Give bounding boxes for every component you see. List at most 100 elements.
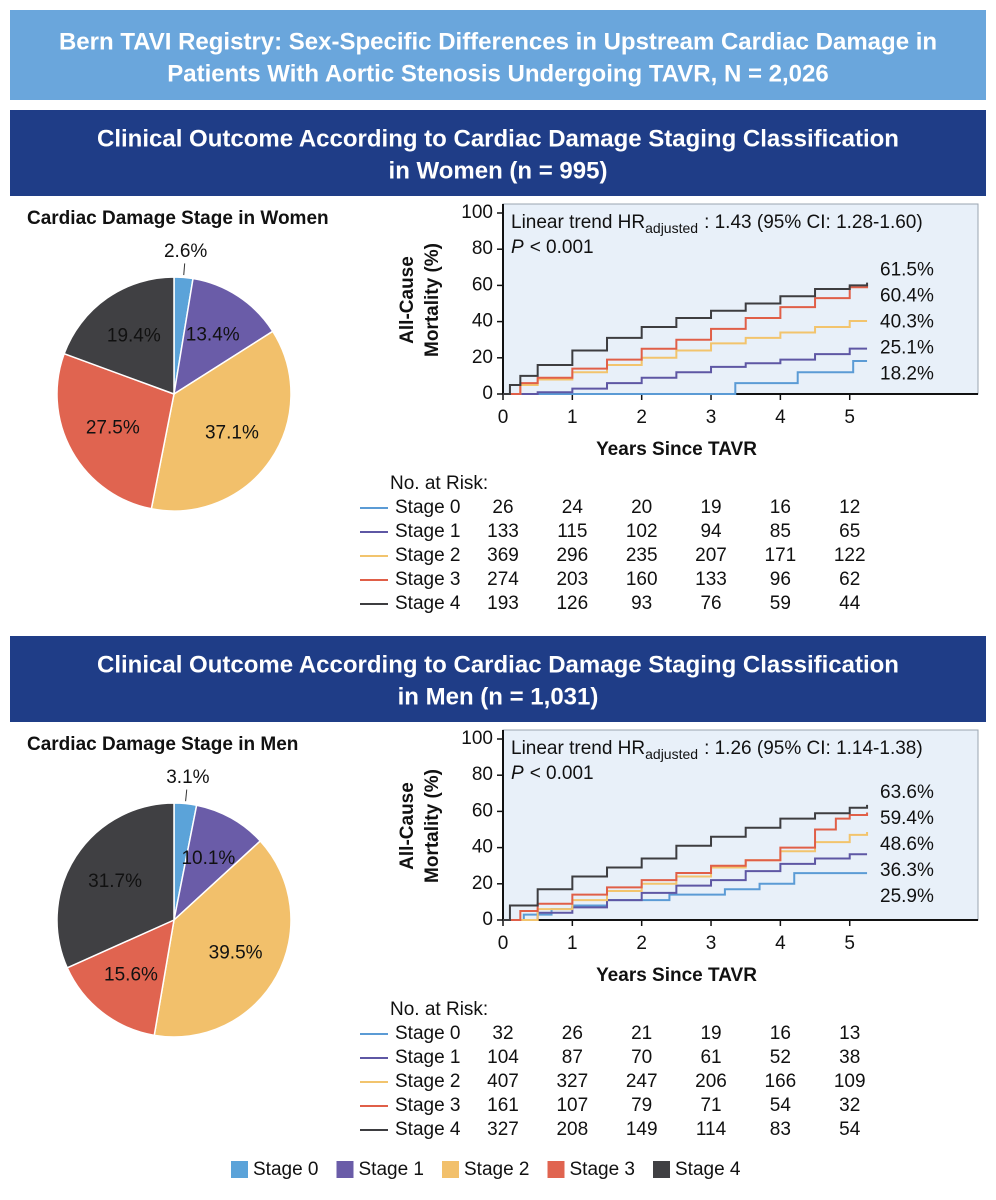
x-tick-label: 0 — [498, 933, 509, 954]
title-line: Bern TAVI Registry: Sex-Specific Differe… — [59, 28, 937, 55]
x-tick-label: 4 — [775, 933, 786, 954]
pie-title: Cardiac Damage Stage in Women — [27, 208, 329, 229]
risk-value: 71 — [700, 1095, 721, 1116]
slice-label: 31.7% — [88, 871, 142, 892]
risk-value: 70 — [631, 1047, 652, 1068]
y-axis-label: All-Cause — [397, 256, 418, 344]
risk-value: 87 — [562, 1047, 583, 1068]
x-axis-label: Years Since TAVR — [596, 439, 757, 460]
risk-value: 206 — [695, 1071, 727, 1092]
risk-value: 13 — [839, 1023, 860, 1044]
risk-value: 52 — [770, 1047, 791, 1068]
annotation-text: : 1.43 (95% CI: 1.28-1.60) — [704, 212, 923, 233]
risk-value: 122 — [834, 545, 866, 566]
y-tick-label: 100 — [461, 202, 493, 223]
title-banner — [10, 10, 986, 100]
risk-value: 12 — [839, 497, 860, 518]
x-axis-label: Years Since TAVR — [596, 965, 757, 986]
y-tick-label: 100 — [461, 728, 493, 749]
legend-swatch — [653, 1161, 670, 1178]
risk-value: 114 — [696, 1119, 727, 1140]
x-tick-label: 0 — [498, 407, 509, 428]
slice-label: 27.5% — [86, 417, 140, 438]
y-axis-label: Mortality (%) — [422, 243, 443, 357]
risk-value: 16 — [770, 1023, 791, 1044]
pie-slice — [66, 918, 175, 1037]
p-label: P — [511, 763, 524, 784]
slice-label: 3.1% — [166, 767, 209, 788]
section-heading: in Men (n = 1,031) — [398, 683, 599, 710]
y-tick-label: 0 — [482, 383, 493, 404]
end-label: 61.5% — [880, 260, 934, 281]
risk-value: 32 — [839, 1095, 860, 1116]
risk-row-name: Stage 1 — [395, 521, 461, 542]
risk-value: 296 — [556, 545, 588, 566]
risk-row-name: Stage 1 — [395, 1047, 461, 1068]
risk-value: 62 — [839, 569, 860, 590]
risk-row-name: Stage 4 — [395, 593, 461, 614]
end-label: 48.6% — [880, 834, 934, 855]
legend-label: Stage 3 — [570, 1159, 636, 1180]
y-tick-label: 20 — [472, 873, 493, 894]
risk-value: 203 — [556, 569, 588, 590]
legend-swatch — [231, 1161, 248, 1178]
risk-value: 369 — [487, 545, 519, 566]
risk-value: 149 — [626, 1119, 658, 1140]
risk-value: 126 — [556, 593, 588, 614]
y-tick-label: 80 — [472, 238, 493, 259]
pie-title: Cardiac Damage Stage in Men — [27, 734, 298, 755]
annotation-subscript: adjusted — [645, 220, 698, 236]
risk-value: 207 — [695, 545, 727, 566]
legend-label: Stage 1 — [359, 1159, 425, 1180]
annotation: Linear trend HRadjusted: 1.26 (95% CI: 1… — [511, 738, 923, 762]
slice-label: 13.4% — [186, 324, 240, 345]
y-axis-label: All-Cause — [397, 782, 418, 870]
title-line: Patients With Aortic Stenosis Undergoing… — [167, 60, 828, 87]
pie-slice — [56, 352, 175, 510]
risk-value: 19 — [700, 497, 721, 518]
y-tick-label: 40 — [472, 311, 493, 332]
p-label: P — [511, 237, 524, 258]
legend-label: Stage 0 — [253, 1159, 319, 1180]
end-label: 18.2% — [880, 364, 934, 385]
legend-swatch — [442, 1161, 459, 1178]
risk-value: 96 — [770, 569, 791, 590]
risk-value: 21 — [631, 1023, 652, 1044]
risk-row-name: Stage 2 — [395, 545, 461, 566]
end-label: 40.3% — [880, 312, 934, 333]
risk-row-name: Stage 0 — [395, 1023, 461, 1044]
risk-value: 16 — [770, 497, 791, 518]
risk-value: 54 — [770, 1095, 792, 1116]
end-label: 25.1% — [880, 338, 934, 359]
risk-value: 274 — [487, 569, 519, 590]
annotation-subscript: adjusted — [645, 746, 698, 762]
risk-value: 133 — [487, 521, 519, 542]
p-text: < 0.001 — [530, 763, 594, 784]
y-tick-label: 60 — [472, 800, 493, 821]
risk-row-name: Stage 3 — [395, 569, 461, 590]
x-tick-label: 4 — [775, 407, 786, 428]
risk-value: 247 — [626, 1071, 658, 1092]
risk-value: 208 — [556, 1119, 588, 1140]
end-label: 25.9% — [880, 886, 934, 907]
risk-value: 26 — [562, 1023, 583, 1044]
slice-label: 2.6% — [164, 241, 207, 262]
km-curve — [503, 282, 869, 395]
risk-value: 59 — [770, 593, 791, 614]
km-curve — [503, 360, 868, 395]
risk-value: 235 — [626, 545, 658, 566]
slice-label: 39.5% — [209, 943, 263, 964]
risk-row-name: Stage 3 — [395, 1095, 461, 1116]
risk-value: 83 — [770, 1119, 791, 1140]
y-tick-label: 80 — [472, 764, 493, 785]
section-heading: in Women (n = 995) — [389, 157, 608, 184]
risk-value: 327 — [487, 1119, 519, 1140]
km-curve — [503, 804, 869, 921]
end-label: 63.6% — [880, 782, 934, 803]
risk-row-name: Stage 2 — [395, 1071, 461, 1092]
x-tick-label: 5 — [844, 933, 855, 954]
risk-row-name: Stage 0 — [395, 497, 461, 518]
end-label: 36.3% — [880, 860, 934, 881]
